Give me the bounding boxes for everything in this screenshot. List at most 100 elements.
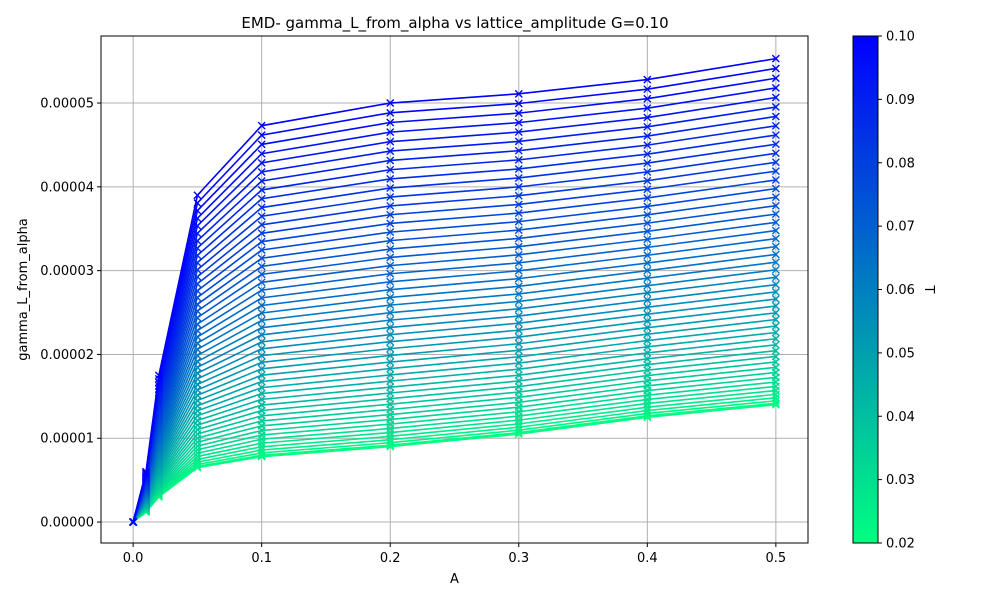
- series-marker: [257, 194, 266, 203]
- series-marker: [514, 326, 523, 335]
- series-marker: [643, 281, 652, 290]
- series-marker: [193, 452, 202, 461]
- series-marker: [643, 85, 652, 94]
- series-line: [132, 371, 776, 523]
- series-marker: [386, 364, 395, 373]
- series-marker: [643, 193, 652, 202]
- series-marker: [386, 245, 395, 254]
- series-marker: [386, 301, 395, 310]
- x-axis-label: A: [450, 572, 459, 587]
- series-marker: [643, 259, 652, 268]
- series-marker: [514, 200, 523, 209]
- series-marker: [257, 167, 266, 176]
- series-marker: [771, 193, 780, 202]
- series-marker: [257, 237, 266, 246]
- series-marker: [386, 383, 395, 392]
- x-tick-label: 0.1: [251, 551, 272, 566]
- series-marker: [514, 304, 523, 313]
- series-marker: [771, 302, 780, 311]
- series-marker: [643, 310, 652, 319]
- colorbar-tick-label: 0.03: [886, 473, 915, 488]
- colorbar-tick-label: 0.08: [886, 156, 915, 171]
- series-marker: [643, 251, 652, 260]
- colorbar-tick-label: 0.06: [886, 283, 915, 298]
- series-marker: [643, 75, 652, 84]
- series-marker: [386, 316, 395, 325]
- series-marker: [386, 156, 395, 165]
- series-marker: [643, 323, 652, 332]
- series-marker: [514, 274, 523, 283]
- series-marker: [257, 358, 266, 367]
- series-marker: [643, 288, 652, 297]
- series-marker: [643, 150, 652, 159]
- colorbar-tick-label: 0.02: [886, 537, 915, 552]
- series-marker: [514, 164, 523, 173]
- series-marker: [386, 377, 395, 386]
- series-marker: [514, 89, 523, 98]
- series-marker: [514, 226, 523, 235]
- y-tick-label: 0.00001: [40, 432, 94, 447]
- series-marker: [771, 242, 780, 251]
- series-marker: [193, 191, 202, 200]
- series-marker: [771, 226, 780, 235]
- series-marker: [771, 234, 780, 243]
- series-marker: [643, 104, 652, 113]
- series-marker: [643, 176, 652, 185]
- series-marker: [514, 173, 523, 182]
- series-marker: [257, 203, 266, 212]
- series-marker: [643, 303, 652, 312]
- series-marker: [386, 128, 395, 137]
- series-marker: [386, 269, 395, 278]
- series-marker: [771, 258, 780, 267]
- series-marker: [771, 140, 780, 149]
- series-marker: [514, 289, 523, 298]
- series-marker: [514, 250, 523, 259]
- series-group: [129, 54, 780, 527]
- series-marker: [386, 323, 395, 332]
- series-marker: [771, 83, 780, 92]
- series-marker: [771, 175, 780, 184]
- series-marker: [643, 266, 652, 275]
- series-marker: [257, 442, 266, 451]
- series-marker: [154, 371, 163, 380]
- series-marker: [514, 118, 523, 127]
- series-marker: [193, 449, 202, 458]
- series-marker: [386, 118, 395, 127]
- series-marker: [514, 371, 523, 380]
- series-marker: [643, 354, 652, 363]
- series-marker: [771, 250, 780, 259]
- series-marker: [771, 121, 780, 130]
- series-marker: [257, 377, 266, 386]
- series-marker: [257, 364, 266, 373]
- series-marker: [386, 108, 395, 117]
- colorbar-tick-label: 0.09: [886, 93, 915, 108]
- series-marker: [643, 113, 652, 122]
- y-tick-label: 0.00004: [40, 180, 94, 195]
- series-marker: [771, 315, 780, 324]
- series-marker: [514, 99, 523, 108]
- series-marker: [514, 209, 523, 218]
- series-marker: [257, 316, 266, 325]
- series-marker: [386, 228, 395, 237]
- series-marker: [643, 132, 652, 141]
- series-marker: [514, 423, 523, 432]
- plot-frame: [100, 35, 809, 544]
- series-marker: [386, 293, 395, 302]
- series-marker: [257, 344, 266, 353]
- series-marker: [386, 253, 395, 262]
- series-marker: [514, 346, 523, 355]
- series-marker: [386, 330, 395, 339]
- series-marker: [514, 146, 523, 155]
- series-marker: [771, 287, 780, 296]
- x-axis-ticks: 0.0 0.1 0.2 0.3 0.4 0.5: [123, 543, 786, 566]
- y-tick-label: 0.00002: [40, 348, 94, 363]
- y-tick-label: 0.00000: [40, 516, 94, 531]
- series-marker: [643, 243, 652, 252]
- series-marker: [386, 370, 395, 379]
- series-marker: [643, 360, 652, 369]
- series-marker: [643, 336, 652, 345]
- series-marker: [257, 131, 266, 140]
- series-marker: [514, 376, 523, 385]
- series-marker: [771, 103, 780, 112]
